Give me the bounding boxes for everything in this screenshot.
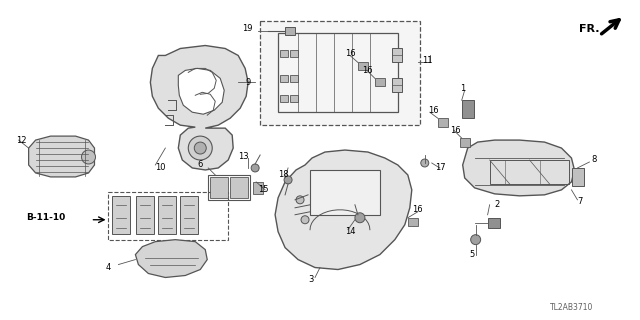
Text: 4: 4 [106, 263, 111, 272]
Circle shape [251, 164, 259, 172]
Text: 1: 1 [460, 84, 465, 93]
Bar [310, 170, 380, 215]
Bar [290, 95, 298, 102]
Circle shape [284, 176, 292, 184]
Text: 7: 7 [577, 197, 583, 206]
Bar [375, 78, 385, 86]
Text: 12: 12 [15, 136, 26, 145]
Text: 16: 16 [428, 106, 438, 115]
Bar [285, 27, 295, 35]
Polygon shape [463, 140, 575, 196]
Text: 16: 16 [345, 49, 356, 58]
Bar [278, 33, 398, 112]
Text: 5: 5 [470, 250, 475, 259]
Text: TL2AB3710: TL2AB3710 [550, 303, 593, 312]
Bar [280, 95, 288, 102]
Bar [572, 168, 584, 186]
Bar [290, 51, 298, 58]
Bar [490, 160, 570, 184]
Text: 15: 15 [258, 185, 269, 194]
Bar [392, 78, 402, 92]
Circle shape [188, 136, 212, 160]
Text: 19: 19 [242, 24, 253, 33]
Text: 11: 11 [422, 56, 432, 65]
Circle shape [195, 142, 206, 154]
Circle shape [296, 196, 304, 204]
Circle shape [420, 159, 429, 167]
Polygon shape [29, 136, 95, 177]
Bar [408, 218, 418, 226]
Polygon shape [275, 150, 412, 269]
Polygon shape [136, 196, 154, 234]
Text: 8: 8 [591, 156, 596, 164]
Polygon shape [180, 196, 198, 234]
Bar [208, 175, 250, 200]
Bar [210, 177, 228, 198]
Text: 9: 9 [245, 78, 250, 87]
Bar [230, 177, 248, 198]
Text: 10: 10 [156, 164, 166, 172]
Text: 17: 17 [435, 164, 445, 172]
Text: FR.: FR. [579, 24, 600, 34]
Polygon shape [179, 68, 224, 114]
Bar [280, 76, 288, 82]
Bar [108, 192, 228, 240]
Bar [392, 49, 402, 62]
Text: 16: 16 [412, 205, 422, 214]
Circle shape [470, 235, 481, 244]
Bar [290, 76, 298, 82]
Circle shape [301, 216, 309, 224]
Circle shape [81, 150, 95, 164]
Bar [438, 118, 448, 127]
Text: 6: 6 [197, 160, 203, 170]
Bar [460, 138, 470, 147]
Circle shape [355, 213, 365, 223]
Polygon shape [158, 196, 176, 234]
Bar [358, 62, 368, 70]
Text: B-11-10: B-11-10 [26, 213, 65, 222]
Text: 13: 13 [238, 151, 249, 161]
Text: 18: 18 [278, 171, 289, 180]
Text: 2: 2 [495, 200, 500, 209]
Text: 16: 16 [450, 126, 460, 135]
Text: 16: 16 [362, 66, 372, 75]
Bar [488, 218, 500, 228]
Text: 3: 3 [308, 275, 314, 284]
Bar [253, 182, 263, 194]
Text: 14: 14 [345, 227, 355, 236]
Polygon shape [136, 240, 207, 277]
Bar [280, 51, 288, 58]
Polygon shape [150, 45, 248, 170]
Polygon shape [113, 196, 131, 234]
Bar [260, 20, 420, 125]
Bar [461, 100, 474, 118]
